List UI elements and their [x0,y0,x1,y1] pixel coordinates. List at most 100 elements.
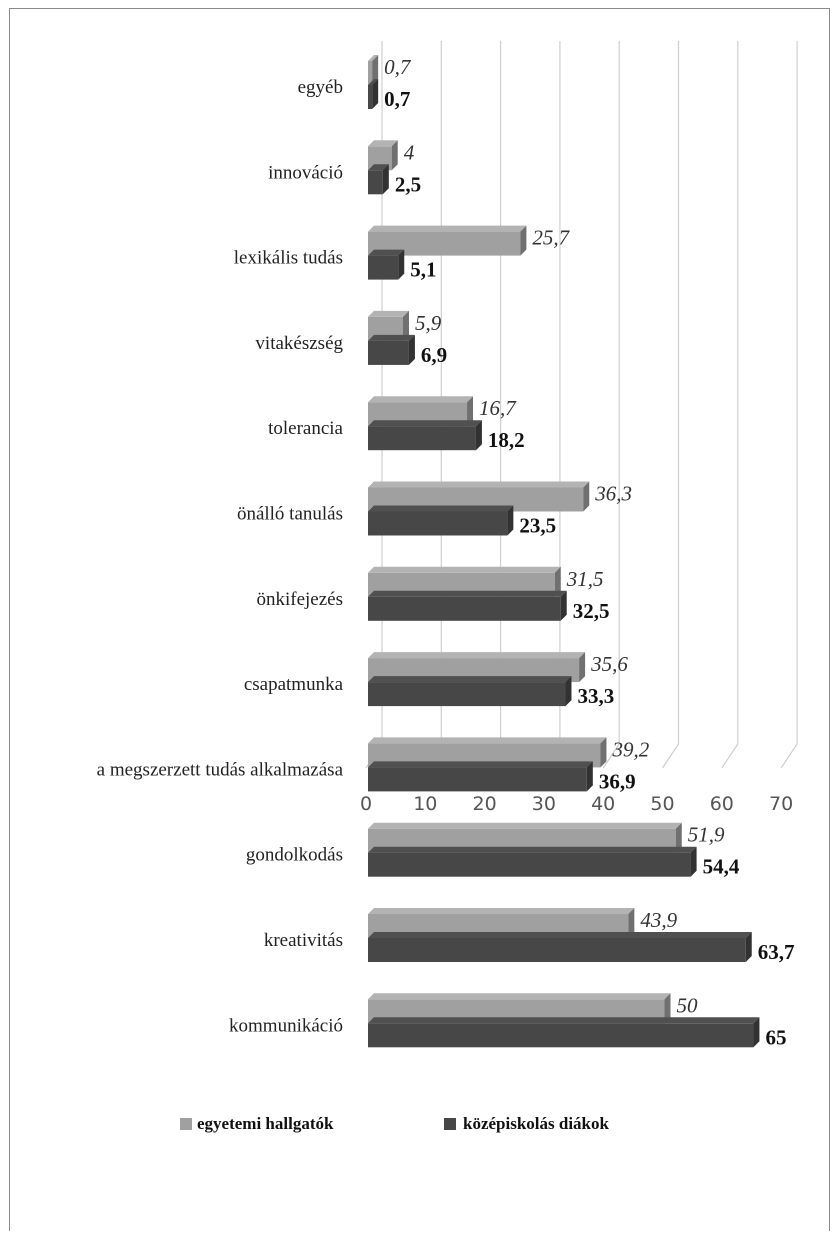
data-label-kozepiskolas: 0,7 [384,87,410,111]
bar-kozepiskolas-side [586,761,593,792]
x-tick-label-60: 60 [710,793,734,815]
data-label-egyetemi: 36,3 [594,482,632,506]
bar-egyetemi-top [368,737,607,744]
category-label: kreativitás [264,930,343,951]
bar-kozepiskolas [368,85,373,109]
category-label: önálló tanulás [237,504,343,525]
data-label-kozepiskolas: 36,9 [599,769,636,793]
bar-kozepiskolas-side [507,505,514,536]
category-label: tolerancia [268,418,343,439]
legend: egyetemi hallgatók középiskolás diákok [180,1114,610,1133]
bar-egyetemi-top [368,481,590,488]
gridline-floor-60 [721,743,739,769]
bar-egyetemi-side [372,55,379,85]
legend-label-egyetemi: egyetemi hallgatók [197,1114,334,1133]
bar-kozepiskolas-side [565,676,572,707]
x-tick-label-50: 50 [650,793,674,815]
bar-kozepiskolas-top [368,420,482,427]
bar-egyetemi-top [368,310,409,317]
bar-kozepiskolas [368,682,566,707]
data-label-kozepiskolas: 54,4 [703,855,740,879]
category-label: önkifejezés [256,589,343,610]
gridline-floor-70 [780,743,798,769]
data-label-egyetemi: 0,7 [384,55,412,79]
data-label-egyetemi: 31,5 [566,567,604,591]
category-label: lexikális tudás [234,248,343,269]
bar-egyetemi-top [368,993,671,1000]
bar-egyetemi-side [579,652,586,683]
bar-kozepiskolas [368,938,746,962]
bar-egyetemi-top [368,908,635,914]
x-tick-label-10: 10 [413,793,437,815]
gridline-floor-40 [602,743,620,769]
legend-swatch-egyetemi [180,1118,192,1130]
data-label-kozepiskolas: 32,5 [573,599,610,623]
bar-kozepiskolas-side [690,846,697,877]
bar-kozepiskolas-top [368,334,415,341]
data-label-kozepiskolas: 33,3 [577,684,614,708]
labels: egyéb 0,7 0,7 innováció 4 2,5 lexikális tudás 2… [97,55,795,1049]
category-label: csapatmunka [244,674,344,695]
x-axis: 0 10 20 30 40 50 60 70 [360,793,793,815]
bar-egyetemi-top [368,225,527,232]
bars [368,55,760,1048]
bar-egyetemi-top [368,822,682,829]
category-label: a megszerzett tudás alkalmazása [97,759,344,780]
data-label-kozepiskolas: 23,5 [519,514,556,538]
bar-egyetemi-top [368,652,586,659]
data-label-egyetemi: 39,2 [611,737,649,761]
gridline-floor-50 [662,743,679,769]
data-label-kozepiskolas: 18,2 [488,428,525,452]
bar-kozepiskolas-top [368,676,572,683]
bar-kozepiskolas-top [368,932,752,938]
data-label-egyetemi: 4 [404,140,415,164]
data-label-kozepiskolas: 65 [765,1025,786,1049]
bar-kozepiskolas-side [372,79,379,109]
data-label-egyetemi: 16,7 [479,396,517,420]
bar-egyetemi-top [368,566,561,573]
bar-egyetemi [368,61,373,85]
x-tick-label-70: 70 [769,793,793,815]
data-label-egyetemi: 51,9 [688,823,725,847]
bar-kozepiskolas [368,170,383,195]
data-label-egyetemi: 50 [677,993,699,1017]
bar-kozepiskolas-side [745,932,752,962]
bar-kozepiskolas [368,767,587,792]
data-label-egyetemi: 25,7 [532,226,570,250]
bar-kozepiskolas-side [398,249,405,280]
category-label: innováció [268,162,343,183]
bar-kozepiskolas-top [368,249,405,256]
data-label-kozepiskolas: 5,1 [410,258,436,282]
data-label-kozepiskolas: 2,5 [395,172,421,196]
category-label: egyéb [298,77,343,98]
bar-kozepiskolas-side [408,334,415,365]
bar-kozepiskolas [368,852,691,877]
bar-kozepiskolas-top [368,761,593,768]
data-label-egyetemi: 35,6 [590,652,628,676]
data-label-kozepiskolas: 6,9 [421,343,447,367]
bar-kozepiskolas-top [368,1017,760,1024]
bar-kozepiskolas [368,340,409,365]
x-tick-label-40: 40 [591,793,615,815]
bar-kozepiskolas-top [368,590,567,597]
bar-kozepiskolas-side [382,164,389,195]
bar-egyetemi-side [664,993,671,1024]
chart-frame: egyéb 0,7 0,7 innováció 4 2,5 lexikális tudás 2… [9,8,830,1231]
bar-kozepiskolas [368,511,508,536]
bar-egyetemi-side [520,225,527,256]
bar-kozepiskolas-top [368,505,514,512]
x-tick-label-20: 20 [473,793,497,815]
x-tick-label-0: 0 [360,793,372,815]
bar-egyetemi-side [402,310,409,341]
bar-chart: egyéb 0,7 0,7 innováció 4 2,5 lexikális tudás 2… [97,41,798,1133]
bar-egyetemi-top [368,55,379,61]
bar-kozepiskolas-side [560,590,567,621]
x-tick-label-30: 30 [532,793,556,815]
bar-egyetemi-side [600,737,607,768]
data-label-egyetemi: 5,9 [415,311,442,335]
bar-egyetemi-side [467,396,474,427]
bar-kozepiskolas [368,596,561,621]
bar-kozepiskolas [368,426,476,451]
bar-kozepiskolas-side [475,420,482,451]
legend-label-kozepiskolas: középiskolás diákok [463,1114,610,1133]
